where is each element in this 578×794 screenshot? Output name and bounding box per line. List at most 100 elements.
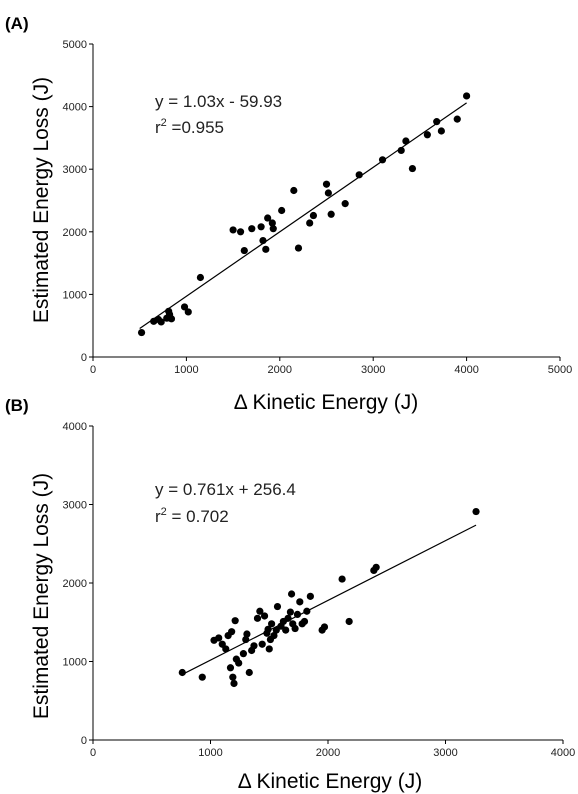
panel-b-data-point <box>264 625 272 633</box>
panel-a-data-point <box>324 189 332 197</box>
panel-a-data-point <box>278 206 286 215</box>
panel-b-y-tick-label: 0 <box>81 735 87 747</box>
panel-b-data-point <box>296 598 304 606</box>
panel-b-data-point <box>243 630 251 638</box>
panel-a-data-point <box>453 115 461 123</box>
panel-b-y-axis-title: Estimated Energy Loss (J) <box>30 473 53 719</box>
panel-b-x-tick-label: 1000 <box>198 747 222 759</box>
panel-a-data-point <box>322 180 331 188</box>
panel-b-data-point <box>345 617 353 626</box>
panel-b-data-point <box>228 628 236 636</box>
panel-a-equation: y = 1.03x - 59.93 <box>155 92 282 111</box>
panel-a-data-point <box>294 244 303 252</box>
panel-a-data-point <box>463 92 471 100</box>
panel-a-label: (A) <box>5 14 29 33</box>
panel-a-data-point <box>264 214 272 222</box>
panel-b-data-point <box>250 642 258 650</box>
panel-b-data-point <box>260 612 269 620</box>
panel-b-data-point <box>230 679 238 688</box>
panel-a-x-tick-label: 1000 <box>174 364 198 376</box>
panel-b-data-point <box>239 650 247 658</box>
panel-b-data-point <box>222 645 230 653</box>
panel-a-y-axis-title: Estimated Energy Loss (J) <box>30 77 53 323</box>
panel-b-r-squared: r2 = 0.702 <box>155 506 229 526</box>
panel-a-x-tick-label: 2000 <box>268 364 292 376</box>
panel-b-regression-line <box>182 524 477 676</box>
panel-b-data-point <box>215 634 223 642</box>
panel-b-label: (B) <box>5 396 29 415</box>
panel-a-data-point <box>327 210 335 218</box>
panel-a-y-tick-label: 1000 <box>63 289 87 301</box>
panel-b-data-point <box>235 659 243 667</box>
panel-b-data-point <box>287 590 296 598</box>
panel-a-data-point <box>257 223 265 231</box>
panel-a-data-point <box>268 219 276 227</box>
panel-a-data-point <box>180 303 189 311</box>
panel-a-data-point <box>248 225 256 233</box>
panel-a-data-point <box>437 127 445 135</box>
panel-a-data-point <box>157 318 165 326</box>
panel-b-data-point <box>256 607 264 615</box>
panel-b-data-point <box>178 668 186 677</box>
panel-b-data-point <box>268 620 276 628</box>
panel-a-x-tick-label: 5000 <box>548 364 572 376</box>
panel-b-data-point <box>198 673 206 681</box>
panel-b-data-point <box>300 617 309 626</box>
panel-b-data-point <box>293 610 302 619</box>
panel-b-data-point <box>303 607 311 615</box>
panel-a-data-point <box>236 228 245 236</box>
panel-b-data-point <box>472 507 480 516</box>
panel-a-data-point <box>240 246 248 255</box>
panel-b-x-tick-label: 0 <box>90 747 96 759</box>
panel-a-data-point <box>402 137 410 145</box>
panel-a-regression-line <box>139 102 467 330</box>
panel-b-data-point <box>245 668 253 677</box>
panel-b-data-point <box>284 614 292 622</box>
panel-a-data-point <box>229 226 237 234</box>
panel-a-data-point <box>397 146 405 155</box>
panel-a-data-point <box>269 225 277 233</box>
panel-a-data-point <box>341 200 349 208</box>
panel-b-data-point <box>372 563 380 571</box>
panel-a-y-tick-label: 4000 <box>63 102 87 114</box>
panel-a-data-point <box>196 273 205 282</box>
panel-b: (B) Estimated Energy Loss (J) Δ Kinetic … <box>5 396 575 793</box>
panel-b-data-point <box>282 626 290 634</box>
panel-a-x-axis-title: Δ Kinetic Energy (J) <box>234 391 418 414</box>
panel-a-x-tick-label: 3000 <box>361 364 385 376</box>
panel-b-data-point <box>338 575 346 583</box>
panel-b-data-point <box>270 631 278 640</box>
panel-b-equation: y = 0.761x + 256.4 <box>155 480 296 499</box>
panel-a-y-tick-label: 0 <box>81 352 87 364</box>
panel-a-r-squared: r2 =0.955 <box>155 117 224 137</box>
panel-b-data-point <box>273 602 282 611</box>
panel-a-data-point <box>262 245 270 253</box>
panel-a-y-tick-label: 3000 <box>63 164 87 176</box>
panel-b-data-point <box>231 617 239 625</box>
panel-a-x-tick-label: 4000 <box>454 364 478 376</box>
panel-a-x-tick-label: 0 <box>90 364 96 376</box>
panel-a-data-point <box>423 131 431 139</box>
panel-a-data-point <box>137 328 146 337</box>
panel-b-data-point <box>253 614 262 622</box>
panel-a-data-point <box>433 118 441 126</box>
panel-b-y-tick-label: 4000 <box>63 421 87 433</box>
panel-b-x-tick-label: 4000 <box>551 747 575 759</box>
panel-a-y-tick-label: 5000 <box>63 39 87 51</box>
panel-b-data-point <box>286 608 294 616</box>
panel-b-data-point <box>291 624 299 633</box>
panel-a-data-point <box>167 315 176 323</box>
panel-a-data-point <box>184 308 192 316</box>
panel-a-data-point <box>408 164 417 173</box>
panel-b-y-tick-label: 1000 <box>63 657 87 669</box>
panel-b-x-tick-label: 3000 <box>433 747 457 759</box>
panel-b-data-point <box>306 592 314 600</box>
panel-b-data-point <box>226 664 235 672</box>
panel-b-x-tick-label: 2000 <box>316 747 340 759</box>
panel-b-data-point <box>242 635 250 644</box>
panel-b-data-point <box>229 673 237 681</box>
panel-b-y-tick-label: 2000 <box>63 578 87 590</box>
panel-b-y-tick-label: 3000 <box>63 500 87 512</box>
panel-a-data-point <box>306 219 314 227</box>
